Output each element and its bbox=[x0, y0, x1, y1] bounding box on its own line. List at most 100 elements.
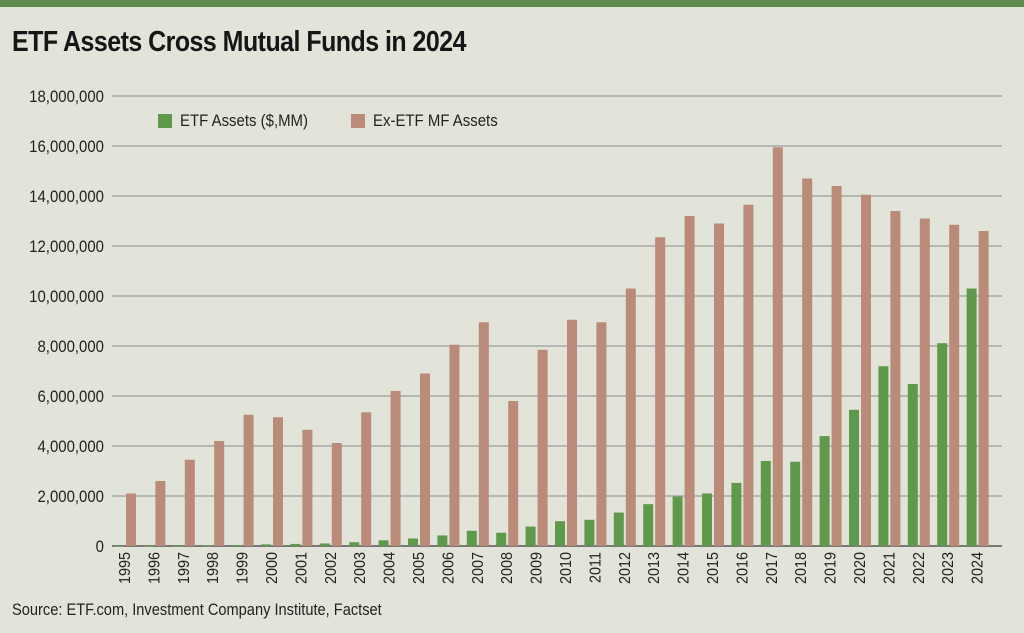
bar-mf bbox=[214, 441, 225, 546]
x-tick-label: 2020 bbox=[851, 552, 869, 584]
legend-item-mf: Ex-ETF MF Assets bbox=[351, 111, 515, 131]
bar-etf bbox=[525, 526, 536, 546]
bar-etf bbox=[231, 545, 242, 546]
bar-etf bbox=[408, 538, 418, 546]
x-tick-label: 2000 bbox=[263, 552, 281, 584]
y-tick-label: 10,000,000 bbox=[29, 288, 104, 306]
x-tick-label: 2007 bbox=[469, 552, 487, 584]
bar-mf bbox=[596, 322, 607, 546]
x-tick-label: 1999 bbox=[234, 552, 252, 584]
bar-etf bbox=[290, 543, 301, 546]
bar-mf bbox=[478, 322, 489, 546]
bar-etf bbox=[790, 461, 801, 546]
x-tick-label: 2011 bbox=[587, 552, 605, 583]
bar-etf bbox=[378, 540, 389, 546]
bar-etf bbox=[319, 543, 330, 546]
x-tick-label: 2001 bbox=[293, 552, 311, 584]
bar-etf bbox=[760, 460, 771, 546]
bar-etf bbox=[878, 366, 889, 546]
bar-mf bbox=[184, 459, 195, 546]
bar-etf bbox=[172, 545, 183, 547]
bar-etf bbox=[261, 544, 271, 546]
x-tick-label: 2014 bbox=[675, 551, 693, 584]
y-tick-label: 8,000,000 bbox=[37, 338, 104, 356]
bar-etf bbox=[202, 545, 213, 547]
x-tick-label: 2023 bbox=[940, 552, 958, 584]
x-tick-label: 1998 bbox=[205, 552, 223, 584]
bar-etf bbox=[584, 519, 595, 546]
bar-etf bbox=[702, 493, 712, 546]
x-tick-label: 2019 bbox=[822, 552, 840, 584]
y-tick-label: 4,000,000 bbox=[37, 438, 104, 456]
legend-label-mf: Ex-ETF MF Assets bbox=[373, 111, 499, 130]
bar-etf bbox=[937, 343, 948, 546]
bar-mf bbox=[331, 443, 342, 546]
bar-mf bbox=[890, 211, 901, 546]
source-note: Source: ETF.com, Investment Company Inst… bbox=[12, 600, 382, 619]
x-tick-label: 1995 bbox=[116, 552, 134, 584]
y-tick-label: 6,000,000 bbox=[37, 388, 104, 406]
x-tick-label: 1996 bbox=[146, 552, 164, 584]
bar-etf bbox=[143, 545, 154, 547]
bar-mf bbox=[655, 237, 666, 546]
x-tick-label: 2003 bbox=[352, 552, 370, 584]
bar-mf bbox=[243, 414, 254, 546]
bar-mf bbox=[155, 481, 166, 546]
bar-etf bbox=[613, 512, 624, 546]
x-tick-label: 2022 bbox=[910, 552, 928, 584]
bar-mf bbox=[831, 186, 842, 546]
x-tick-label: 2002 bbox=[322, 552, 340, 584]
x-tick-label: 2021 bbox=[881, 552, 899, 584]
legend-item-etf: ETF Assets ($,MM) bbox=[158, 111, 325, 131]
y-tick-label: 12,000,000 bbox=[29, 238, 104, 256]
chart-title: ETF Assets Cross Mutual Funds in 2024 bbox=[12, 26, 466, 58]
bar-mf bbox=[978, 231, 989, 546]
bar-etf bbox=[114, 545, 124, 547]
x-tick-label: 2016 bbox=[734, 552, 752, 584]
bar-mf bbox=[772, 147, 783, 546]
bar-etf bbox=[496, 532, 507, 546]
x-tick-label: 2012 bbox=[616, 552, 634, 584]
bar-mf bbox=[361, 412, 372, 546]
bar-mf bbox=[861, 194, 871, 546]
bar-mf bbox=[126, 493, 136, 546]
bar-mf bbox=[743, 204, 754, 546]
x-tick-label: 2013 bbox=[646, 552, 664, 584]
legend: ETF Assets ($,MM) Ex-ETF MF Assets bbox=[158, 111, 541, 131]
bar-mf bbox=[420, 373, 430, 546]
bar-mf bbox=[390, 391, 401, 546]
x-tick-label: 2006 bbox=[440, 552, 458, 584]
bar-etf bbox=[643, 504, 654, 546]
x-tick-label: 2015 bbox=[704, 552, 722, 584]
bar-mf bbox=[273, 417, 283, 546]
bar-mf bbox=[684, 216, 695, 546]
bar-mf bbox=[449, 344, 460, 546]
legend-label-etf: ETF Assets ($,MM) bbox=[180, 111, 309, 130]
bar-mf bbox=[508, 401, 519, 546]
bar-etf bbox=[349, 542, 360, 546]
y-tick-label: 14,000,000 bbox=[29, 188, 104, 206]
bar-etf bbox=[966, 288, 977, 546]
top-accent-bar bbox=[0, 0, 1024, 7]
legend-swatch-etf bbox=[158, 114, 172, 128]
bar-mf bbox=[949, 224, 960, 546]
bar-mf bbox=[802, 178, 813, 546]
bar-mf bbox=[714, 223, 724, 546]
bar-mf bbox=[537, 349, 548, 546]
x-tick-label: 2024 bbox=[969, 551, 987, 584]
bar-etf bbox=[466, 530, 477, 546]
bar-mf bbox=[302, 429, 313, 546]
y-tick-label: 0 bbox=[96, 538, 104, 556]
legend-swatch-mf bbox=[351, 114, 366, 128]
bar-etf bbox=[672, 496, 683, 546]
y-tick-label: 16,000,000 bbox=[29, 138, 104, 156]
bar-mf bbox=[625, 288, 636, 546]
x-tick-label: 2010 bbox=[557, 552, 575, 584]
x-tick-label: 2018 bbox=[793, 552, 811, 584]
y-tick-label: 18,000,000 bbox=[29, 88, 104, 106]
bar-etf bbox=[907, 384, 918, 546]
bar-etf bbox=[819, 436, 830, 546]
x-tick-label: 2017 bbox=[763, 552, 781, 584]
x-tick-label: 2005 bbox=[410, 552, 428, 584]
